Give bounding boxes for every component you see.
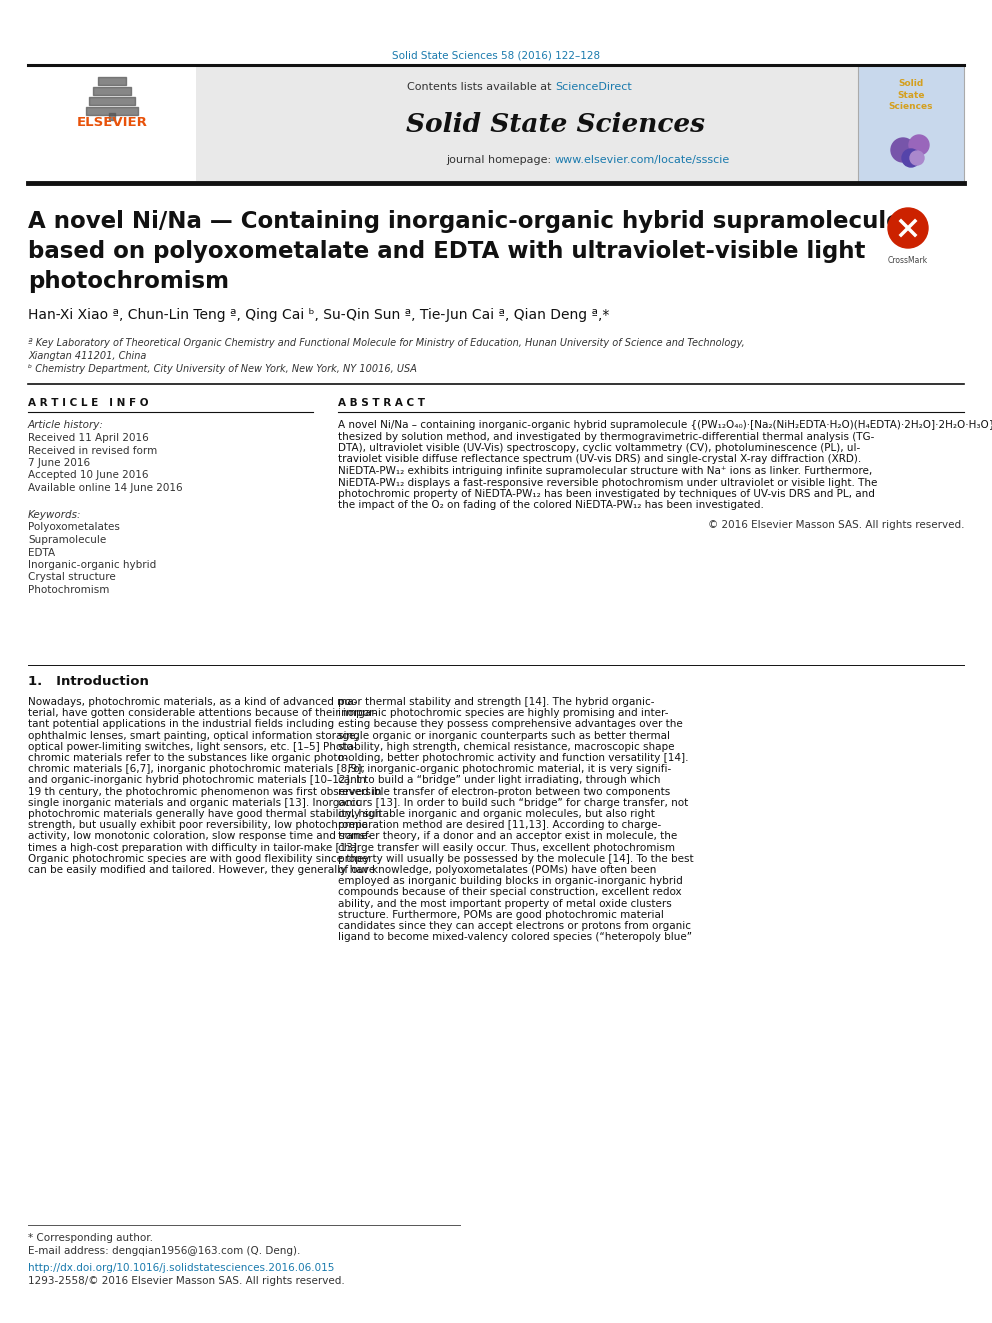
Text: single organic or inorganic counterparts such as better thermal: single organic or inorganic counterparts… (338, 730, 670, 741)
Text: preparation method are desired [11,13]. According to charge-: preparation method are desired [11,13]. … (338, 820, 662, 831)
Text: Supramolecule: Supramolecule (28, 534, 106, 545)
Text: NiEDTA-PW₁₂ exhibits intriguing infinite supramolecular structure with Na⁺ ions : NiEDTA-PW₁₂ exhibits intriguing infinite… (338, 466, 872, 476)
Text: stability, high strength, chemical resistance, macroscopic shape: stability, high strength, chemical resis… (338, 742, 675, 751)
Text: single inorganic materials and organic materials [13]. Inorganic: single inorganic materials and organic m… (28, 798, 361, 808)
Text: ophthalmic lenses, smart painting, optical information storage,: ophthalmic lenses, smart painting, optic… (28, 730, 359, 741)
Circle shape (891, 138, 915, 161)
Text: ª Key Laboratory of Theoretical Organic Chemistry and Functional Molecule for Mi: ª Key Laboratory of Theoretical Organic … (28, 337, 745, 348)
Text: http://dx.doi.org/10.1016/j.solidstatesciences.2016.06.015: http://dx.doi.org/10.1016/j.solidstatesc… (28, 1263, 334, 1273)
Text: CrossMark: CrossMark (888, 255, 929, 265)
Text: E-mail address: dengqian1956@163.com (Q. Deng).: E-mail address: dengqian1956@163.com (Q.… (28, 1246, 301, 1256)
Text: inorganic photochromic species are highly promising and inter-: inorganic photochromic species are highl… (338, 708, 669, 718)
Text: 7 June 2016: 7 June 2016 (28, 458, 90, 468)
Text: ScienceDirect: ScienceDirect (555, 82, 632, 93)
Text: A R T I C L E   I N F O: A R T I C L E I N F O (28, 398, 149, 407)
Circle shape (902, 149, 920, 167)
Text: Available online 14 June 2016: Available online 14 June 2016 (28, 483, 183, 493)
Text: Inorganic-organic hybrid: Inorganic-organic hybrid (28, 560, 157, 570)
Text: esting because they possess comprehensive advantages over the: esting because they possess comprehensiv… (338, 720, 682, 729)
Text: reversible transfer of electron-proton between two components: reversible transfer of electron-proton b… (338, 787, 671, 796)
Text: compounds because of their special construction, excellent redox: compounds because of their special const… (338, 888, 682, 897)
Text: Contents lists available at: Contents lists available at (407, 82, 555, 93)
Text: employed as inorganic building blocks in organic-inorganic hybrid: employed as inorganic building blocks in… (338, 876, 682, 886)
Text: NiEDTA-PW₁₂ displays a fast-responsive reversible photochromism under ultraviole: NiEDTA-PW₁₂ displays a fast-responsive r… (338, 478, 877, 487)
Text: ᵇ Chemistry Department, City University of New York, New York, NY 10016, USA: ᵇ Chemistry Department, City University … (28, 364, 417, 374)
Text: charge transfer will easily occur. Thus, excellent photochromism: charge transfer will easily occur. Thus,… (338, 843, 675, 852)
Text: A B S T R A C T: A B S T R A C T (338, 398, 425, 407)
Text: photochromic materials generally have good thermal stability, high: photochromic materials generally have go… (28, 808, 381, 819)
Text: chromic materials refer to the substances like organic photo-: chromic materials refer to the substance… (28, 753, 348, 763)
Circle shape (888, 208, 928, 247)
Text: A novel Ni/Na — Containing inorganic-organic hybrid supramolecule: A novel Ni/Na — Containing inorganic-org… (28, 210, 902, 233)
Text: Crystal structure: Crystal structure (28, 573, 116, 582)
Text: traviolet visible diffuse reflectance spectrum (UV-vis DRS) and single-crystal X: traviolet visible diffuse reflectance sp… (338, 455, 861, 464)
Text: transfer theory, if a donor and an acceptor exist in molecule, the: transfer theory, if a donor and an accep… (338, 831, 678, 841)
Text: cant to build a “bridge” under light irradiating, through which: cant to build a “bridge” under light irr… (338, 775, 661, 786)
Text: the impact of the O₂ on fading of the colored NiEDTA-PW₁₂ has been investigated.: the impact of the O₂ on fading of the co… (338, 500, 764, 511)
Text: journal homepage:: journal homepage: (446, 155, 555, 165)
Text: Han-Xi Xiao ª, Chun-Lin Teng ª, Qing Cai ᵇ, Su-Qin Sun ª, Tie-Jun Cai ª, Qian De: Han-Xi Xiao ª, Chun-Lin Teng ª, Qing Cai… (28, 308, 609, 321)
Text: molding, better photochromic activity and function versatility [14].: molding, better photochromic activity an… (338, 753, 688, 763)
Text: Received in revised form: Received in revised form (28, 446, 158, 455)
Text: * Corresponding author.: * Corresponding author. (28, 1233, 153, 1244)
Text: Nowadays, photochromic materials, as a kind of advanced ma-: Nowadays, photochromic materials, as a k… (28, 697, 357, 706)
Text: 1.   Introduction: 1. Introduction (28, 675, 149, 688)
Text: A novel Ni/Na – containing inorganic-organic hybrid supramolecule {(PW₁₂O₄₀)·[Na: A novel Ni/Na – containing inorganic-org… (338, 419, 992, 430)
Text: Solid State Sciences: Solid State Sciences (406, 112, 704, 138)
Text: Accepted 10 June 2016: Accepted 10 June 2016 (28, 471, 149, 480)
Text: Received 11 April 2016: Received 11 April 2016 (28, 433, 149, 443)
Text: times a high-cost preparation with difficulty in tailor-make [13].: times a high-cost preparation with diffi… (28, 843, 360, 852)
Circle shape (909, 135, 929, 155)
Text: tant potential applications in the industrial fields including: tant potential applications in the indus… (28, 720, 334, 729)
Text: photochromism: photochromism (28, 270, 229, 292)
Text: only suitable inorganic and organic molecules, but also right: only suitable inorganic and organic mole… (338, 808, 655, 819)
Text: can be easily modified and tailored. However, they generally have: can be easily modified and tailored. How… (28, 865, 375, 875)
Text: chromic materials [6,7], inorganic photochromic materials [8,9],: chromic materials [6,7], inorganic photo… (28, 765, 365, 774)
Text: Photochromism: Photochromism (28, 585, 109, 595)
Text: strength, but usually exhibit poor reversibility, low photochromic: strength, but usually exhibit poor rever… (28, 820, 367, 831)
Text: 19 th century, the photochromic phenomenon was first observed in: 19 th century, the photochromic phenomen… (28, 787, 382, 796)
Text: based on polyoxometalate and EDTA with ultraviolet-visible light: based on polyoxometalate and EDTA with u… (28, 239, 865, 263)
Text: ELSEVIER: ELSEVIER (76, 116, 148, 130)
Text: EDTA: EDTA (28, 548, 56, 557)
Bar (28, 65, 964, 183)
Bar (28, 65, 196, 183)
Text: thesized by solution method, and investigated by thermogravimetric-differential : thesized by solution method, and investi… (338, 431, 874, 442)
Text: © 2016 Elsevier Masson SAS. All rights reserved.: © 2016 Elsevier Masson SAS. All rights r… (707, 520, 964, 531)
Bar (858, 65, 964, 183)
Text: optical power-limiting switches, light sensors, etc. [1–5] Photo-: optical power-limiting switches, light s… (28, 742, 357, 751)
Text: terial, have gotten considerable attentions because of their impor-: terial, have gotten considerable attenti… (28, 708, 377, 718)
Text: photochromic property of NiEDTA-PW₁₂ has been investigated by techniques of UV-v: photochromic property of NiEDTA-PW₁₂ has… (338, 490, 875, 499)
Text: occurs [13]. In order to build such “bridge” for charge transfer, not: occurs [13]. In order to build such “bri… (338, 798, 688, 808)
Text: Article history:: Article history: (28, 419, 104, 430)
Text: ligand to become mixed-valency colored species (“heteropoly blue”: ligand to become mixed-valency colored s… (338, 933, 692, 942)
Text: structure. Furthermore, POMs are good photochromic material: structure. Furthermore, POMs are good ph… (338, 910, 664, 919)
Text: and organic-inorganic hybrid photochromic materials [10–12]. In: and organic-inorganic hybrid photochromi… (28, 775, 366, 786)
Text: DTA), ultraviolet visible (UV-Vis) spectroscopy, cyclic voltammetry (CV), photol: DTA), ultraviolet visible (UV-Vis) spect… (338, 443, 860, 452)
Text: ability, and the most important property of metal oxide clusters: ability, and the most important property… (338, 898, 672, 909)
Text: Polyoxometalates: Polyoxometalates (28, 523, 120, 532)
Text: For inorganic-organic photochromic material, it is very signifi-: For inorganic-organic photochromic mater… (338, 765, 672, 774)
Text: activity, low monotonic coloration, slow response time and some-: activity, low monotonic coloration, slow… (28, 831, 371, 841)
Circle shape (910, 151, 924, 165)
Text: 1293-2558/© 2016 Elsevier Masson SAS. All rights reserved.: 1293-2558/© 2016 Elsevier Masson SAS. Al… (28, 1275, 345, 1286)
Text: of our knowledge, polyoxometalates (POMs) have often been: of our knowledge, polyoxometalates (POMs… (338, 865, 657, 875)
Text: candidates since they can accept electrons or protons from organic: candidates since they can accept electro… (338, 921, 691, 931)
Text: Solid
State
Sciences: Solid State Sciences (889, 79, 933, 111)
Text: Organic photochromic species are with good flexibility since they: Organic photochromic species are with go… (28, 853, 369, 864)
Text: Keywords:: Keywords: (28, 509, 81, 520)
Text: Xiangtan 411201, China: Xiangtan 411201, China (28, 351, 147, 361)
Text: property will usually be possessed by the molecule [14]. To the best: property will usually be possessed by th… (338, 853, 693, 864)
Text: www.elsevier.com/locate/ssscie: www.elsevier.com/locate/ssscie (555, 155, 730, 165)
Text: Solid State Sciences 58 (2016) 122–128: Solid State Sciences 58 (2016) 122–128 (392, 50, 600, 60)
Text: poor thermal stability and strength [14]. The hybrid organic-: poor thermal stability and strength [14]… (338, 697, 655, 706)
